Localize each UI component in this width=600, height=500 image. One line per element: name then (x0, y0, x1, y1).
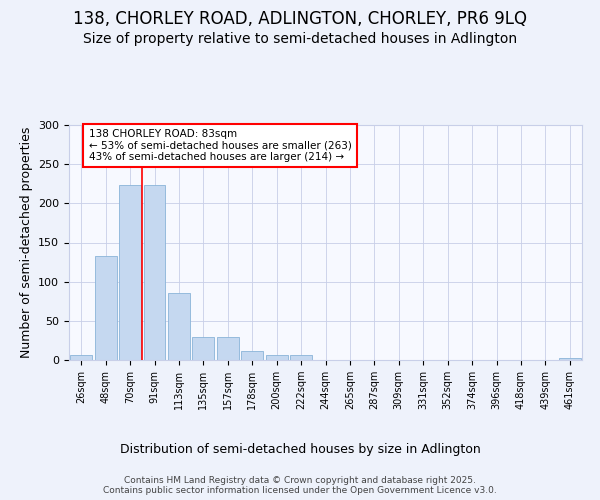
Bar (119, 184, 141, 360)
Bar (217, 338, 239, 360)
Text: 138, CHORLEY ROAD, ADLINGTON, CHORLEY, PR6 9LQ: 138, CHORLEY ROAD, ADLINGTON, CHORLEY, P… (73, 10, 527, 28)
Text: 138 CHORLEY ROAD: 83sqm
← 53% of semi-detached houses are smaller (263)
43% of s: 138 CHORLEY ROAD: 83sqm ← 53% of semi-de… (89, 129, 352, 162)
Bar (70, 356, 92, 360)
Bar (241, 352, 263, 360)
Text: Distribution of semi-detached houses by size in Adlington: Distribution of semi-detached houses by … (119, 442, 481, 456)
Bar (193, 338, 214, 360)
Bar (95, 256, 116, 360)
Bar (143, 184, 166, 360)
Bar (266, 356, 287, 360)
Bar (290, 356, 312, 360)
Bar (168, 292, 190, 360)
Y-axis label: Number of semi-detached properties: Number of semi-detached properties (20, 127, 32, 358)
Text: Size of property relative to semi-detached houses in Adlington: Size of property relative to semi-detach… (83, 32, 517, 46)
Text: Contains HM Land Registry data © Crown copyright and database right 2025.
Contai: Contains HM Land Registry data © Crown c… (103, 476, 497, 495)
Bar (559, 358, 581, 360)
